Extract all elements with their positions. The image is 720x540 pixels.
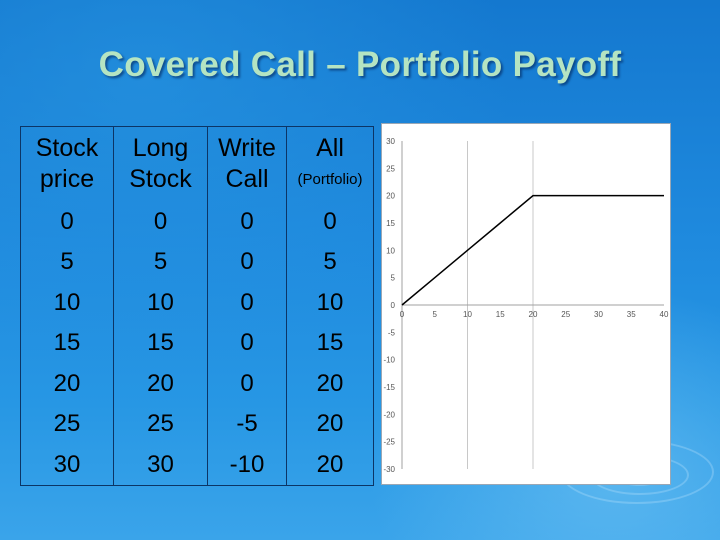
- table-cell: 5: [60, 248, 74, 275]
- table-divider: [207, 127, 208, 485]
- y-tick-label: 10: [386, 246, 395, 255]
- table-cell: 20: [147, 369, 174, 397]
- column-write-call: Write Call 0 0 0 0 0 -5 -10: [208, 127, 286, 485]
- column-long-stock: Long Stock 0 5 10 15 20 25 30: [114, 127, 207, 485]
- x-tick-label: 35: [627, 310, 636, 319]
- payoff-chart-svg: 30 25 20 15 10 5 0 -5 -10 -15 -20 -25 -30 0 5 10 15 20 25 3…: [383, 137, 669, 474]
- x-tick-label: 30: [594, 310, 603, 319]
- table-cell: 15: [316, 329, 344, 356]
- table-cell: 10: [316, 288, 344, 316]
- y-tick-label: -5: [388, 328, 396, 337]
- slide-title: Covered Call – Portfolio Payoff: [98, 45, 622, 84]
- table-cell: 20: [316, 410, 344, 437]
- table-cell: -10: [229, 450, 265, 478]
- table-cell: -5: [236, 410, 258, 437]
- y-tick-label: 20: [386, 192, 395, 201]
- payoff-line: [401, 194, 664, 306]
- table-divider: [286, 127, 287, 485]
- table-cell: 25: [53, 410, 81, 437]
- x-tick-label: 10: [463, 310, 472, 319]
- y-tick-label: 0: [391, 301, 396, 310]
- column-header: All (Portfolio): [297, 134, 363, 189]
- x-tick-label: 5: [433, 310, 438, 319]
- x-tick-label: 25: [561, 310, 570, 319]
- table-cell: 30: [53, 450, 81, 478]
- table-cell: 5: [153, 248, 168, 275]
- x-tick-label: 0: [400, 310, 405, 319]
- table-cell: 0: [323, 207, 337, 235]
- table-cell: 10: [147, 288, 174, 316]
- table-cell: 0: [240, 207, 254, 235]
- table-cell: 15: [147, 329, 174, 356]
- column-portfolio: All (Portfolio) 0 5 10 15 20 20 20: [287, 127, 373, 485]
- table-cell: 0: [60, 207, 74, 235]
- table-cell: 20: [316, 450, 344, 478]
- table-cell: 0: [240, 369, 254, 397]
- column-header: Write Call: [218, 134, 276, 194]
- payoff-table: Stock price 0 5 10 15 20 25 30 Long Stoc…: [20, 126, 374, 486]
- table-cell: 15: [53, 329, 81, 356]
- y-tick-label: -10: [383, 356, 395, 365]
- y-tick-label: -25: [383, 438, 395, 447]
- x-tick-label: 20: [529, 310, 538, 319]
- y-tick-label: -30: [383, 465, 395, 474]
- column-header: Stock price: [35, 134, 99, 194]
- column-header: Long Stock: [129, 134, 192, 194]
- table-cell: 0: [153, 207, 168, 235]
- y-tick-label: 5: [391, 274, 396, 283]
- table-cell: 25: [147, 410, 174, 437]
- table-cell: 5: [323, 248, 337, 275]
- payoff-chart: 30 25 20 15 10 5 0 -5 -10 -15 -20 -25 -30 0 5 10 15 20 25 3…: [381, 123, 671, 485]
- y-tick-label: 15: [386, 219, 395, 228]
- table-cell: 30: [147, 450, 174, 478]
- y-tick-label: 30: [386, 137, 395, 146]
- y-tick-label: -15: [383, 383, 395, 392]
- column-stock-price: Stock price 0 5 10 15 20 25 30: [21, 127, 113, 485]
- table-cell: 10: [53, 288, 81, 316]
- x-tick-label: 40: [660, 310, 669, 319]
- table-cell: 0: [240, 248, 254, 275]
- table-cell: 0: [240, 288, 254, 316]
- table-cell: 20: [53, 369, 81, 397]
- x-tick-label: 15: [496, 310, 505, 319]
- y-tick-label: -20: [383, 410, 395, 419]
- table-divider: [113, 127, 114, 485]
- table-cell: 0: [240, 329, 254, 356]
- y-tick-label: 25: [386, 164, 395, 173]
- table-cell: 20: [316, 369, 344, 397]
